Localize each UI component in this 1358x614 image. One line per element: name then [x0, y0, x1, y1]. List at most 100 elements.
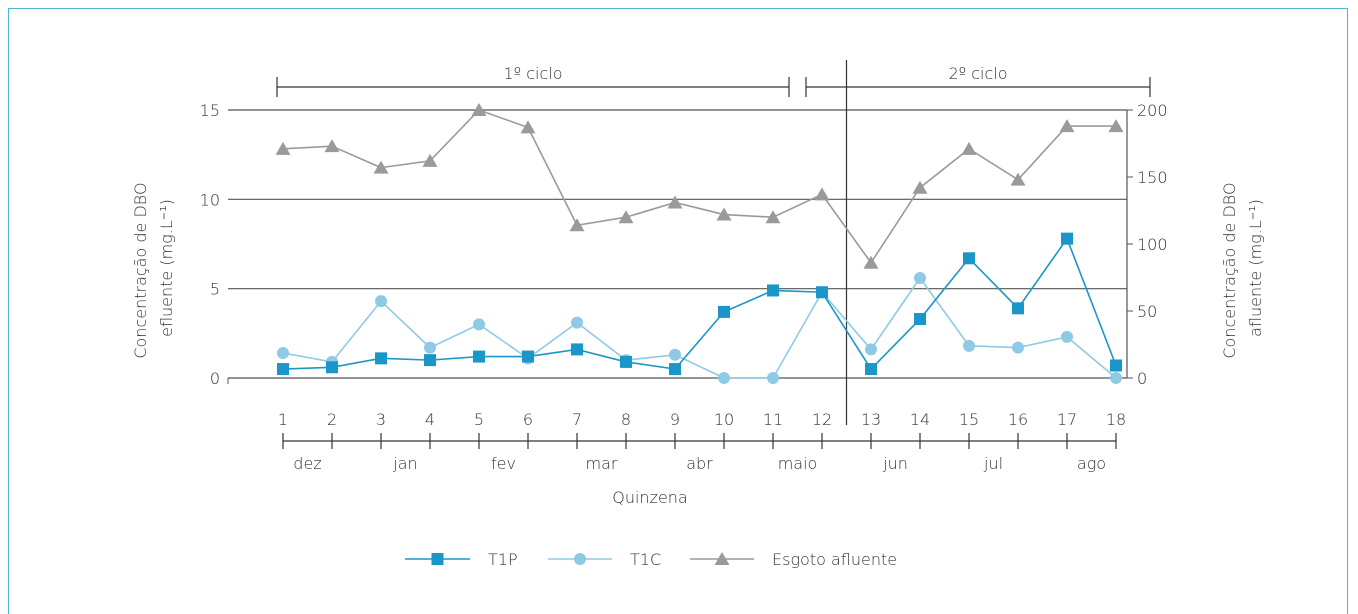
x-tick-label: 10: [714, 410, 734, 429]
legend-marker: [431, 553, 444, 565]
y-tick-right: 100: [1137, 235, 1168, 254]
x-tick-label: 6: [523, 410, 533, 429]
x-tick-label: 1: [278, 410, 288, 429]
y-axis-title-right-line1: Concentração de DBO: [1220, 182, 1239, 358]
x-tick-label: 11: [763, 410, 783, 429]
x-tick-label: 18: [1106, 410, 1126, 429]
y-tick-right: 200: [1137, 101, 1168, 120]
data-point: [814, 187, 830, 201]
x-tick-label: 12: [812, 410, 832, 429]
chart-frame: [8, 8, 1348, 614]
data-point: [522, 350, 534, 363]
x-tick-label: 9: [670, 410, 680, 429]
data-point: [375, 352, 387, 365]
data-point: [424, 341, 436, 354]
x-tick-label: 16: [1008, 410, 1028, 429]
legend-label: Esgoto afluente: [772, 550, 897, 569]
data-point: [667, 195, 683, 209]
data-point: [1061, 232, 1073, 245]
month-label: dez: [293, 454, 321, 473]
legend: T1P T1C Esgoto afluente: [405, 550, 897, 569]
y-tick-right: 50: [1137, 302, 1157, 321]
data-point: [865, 363, 877, 376]
data-point: [912, 180, 928, 194]
data-point: [1010, 172, 1026, 186]
data-point: [963, 252, 975, 265]
data-point: [422, 153, 438, 167]
x-tick-label: 3: [376, 410, 386, 429]
data-point: [1110, 372, 1122, 384]
y-tick-left: 10: [200, 190, 220, 209]
data-point: [765, 210, 781, 224]
data-point: [569, 218, 585, 232]
data-point: [716, 207, 732, 221]
data-point: [718, 305, 730, 318]
data-point: [961, 141, 977, 155]
month-axis: dez jan fev mar abr maio jun jul ago: [282, 433, 1117, 473]
data-point: [767, 372, 779, 384]
y-tick-right: 150: [1137, 168, 1168, 187]
data-point: [326, 361, 338, 374]
y-axis-title-right: Concentração de DBO afluente (mg.L⁻¹): [1220, 177, 1265, 358]
legend-marker: [574, 553, 586, 565]
month-label: jun: [882, 454, 908, 473]
data-point: [914, 313, 926, 326]
legend-item: T1P: [405, 550, 518, 569]
legend-label: T1P: [488, 550, 518, 569]
data-point: [324, 139, 340, 153]
data-point: [375, 295, 387, 308]
data-point: [669, 363, 681, 376]
data-point: [618, 210, 634, 224]
x-tick-label: 7: [572, 410, 582, 429]
x-tick-label: 4: [425, 410, 435, 429]
y-tick-left: 0: [210, 369, 220, 388]
x-axis-title: Quinzena: [612, 488, 688, 507]
legend-label: T1C: [630, 550, 661, 569]
series-line: [282, 276, 1117, 379]
data-point: [863, 255, 879, 269]
y-axis-title-left: Concentração de DBO efluente (mg.L⁻¹): [131, 177, 176, 358]
x-tick-label: 17: [1057, 410, 1077, 429]
data-point: [571, 343, 583, 356]
y-axis-title-left-line2: efluente (mg.L⁻¹): [157, 199, 176, 337]
x-axis: 1 2 3 4 5 6 7 8 9 10 11 12 13 14 15 16 17 18: [278, 410, 1126, 429]
data-point: [1061, 330, 1073, 343]
data-point: [963, 339, 975, 352]
series-esgoto-afluente: [275, 103, 1124, 269]
data-point: [816, 286, 828, 299]
grid-lines: [228, 109, 1127, 290]
series-t1p: [277, 232, 1122, 376]
y-tick-left: 5: [210, 280, 220, 299]
legend-item: Esgoto afluente: [690, 550, 897, 569]
y-axis-title-left-line1: Concentração de DBO: [131, 182, 150, 358]
data-point: [473, 350, 485, 363]
month-label: jul: [983, 454, 1003, 473]
month-label: jan: [392, 454, 417, 473]
x-tick-label: 15: [959, 410, 979, 429]
x-tick-label: 8: [621, 410, 631, 429]
data-point: [471, 103, 487, 116]
y-ticks-left: 0 5 10 15: [200, 101, 220, 388]
data-point: [914, 271, 926, 284]
y-tick-right: 0: [1137, 369, 1147, 388]
month-label: ago: [1077, 454, 1106, 473]
data-point: [277, 363, 289, 376]
data-point: [1108, 119, 1124, 133]
y-axis-title-right-line2: afluente (mg.L⁻¹): [1246, 199, 1265, 337]
data-point: [865, 343, 877, 356]
month-label: abr: [686, 454, 713, 473]
data-point: [473, 318, 485, 331]
data-point: [718, 372, 730, 384]
data-point: [1012, 341, 1024, 354]
data-point: [767, 284, 779, 297]
data-point: [620, 355, 632, 368]
data-point: [1110, 359, 1122, 372]
series-line: [282, 236, 1117, 371]
series-line: [282, 109, 1116, 265]
y-ticks-right: 0 50 100 150 200: [1127, 101, 1168, 388]
data-point: [424, 354, 436, 367]
data-point: [1012, 302, 1024, 315]
series-group: [275, 103, 1124, 384]
data-point: [571, 316, 583, 329]
